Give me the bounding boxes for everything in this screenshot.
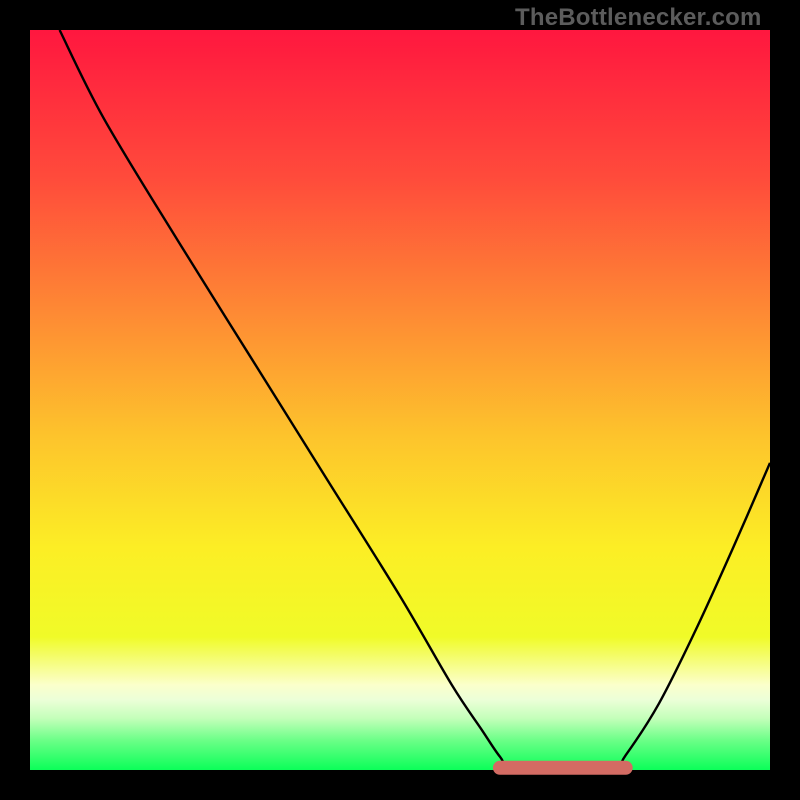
watermark-text: TheBottlenecker.com <box>515 4 762 32</box>
plot-frame <box>30 30 770 770</box>
